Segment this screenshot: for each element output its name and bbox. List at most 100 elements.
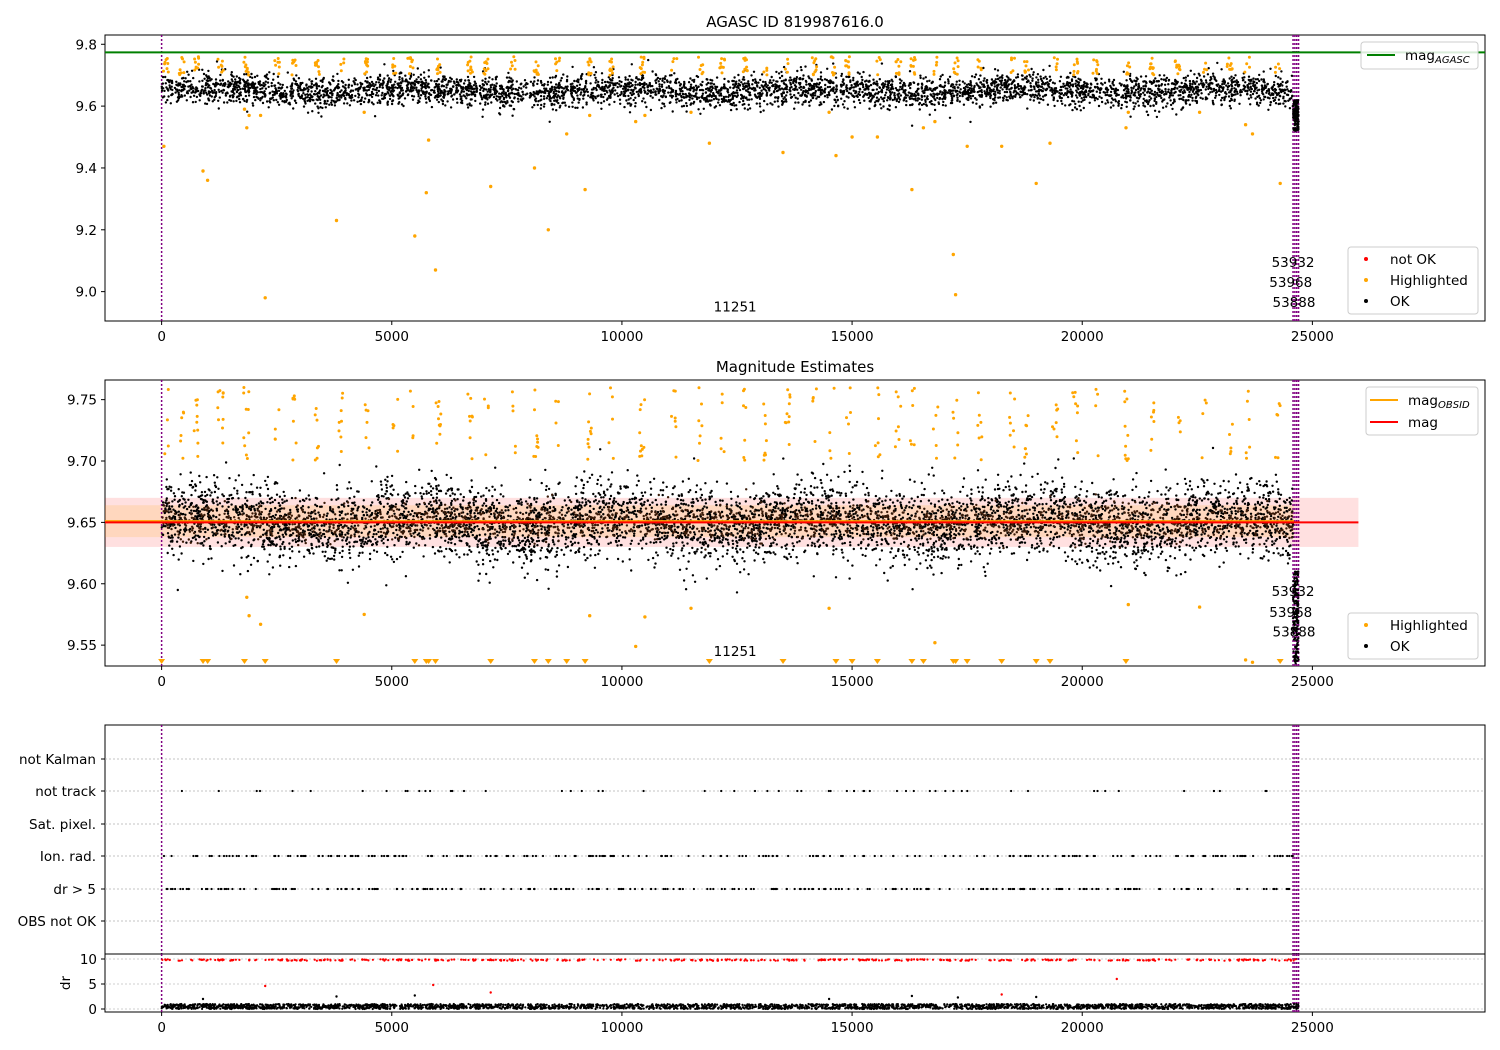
panel-1-ok-point [1229, 90, 1232, 94]
panel-1-ok-point [389, 80, 392, 84]
panel-1-ok-point [958, 100, 961, 103]
panel-1-ok-point [766, 84, 769, 87]
panel-1-ok-point [490, 101, 493, 104]
panel-1-ok-point [501, 100, 504, 104]
panel-1-highlighted-point [1024, 64, 1028, 68]
panel-1-ok-point [762, 109, 765, 112]
panel-1-highlighted-point [181, 57, 184, 61]
panel-1-highlighted-point [1127, 61, 1131, 65]
panel-1-ok-point [336, 85, 340, 89]
panel-1-ok-point [264, 75, 268, 78]
panel-1-ok-point [550, 86, 554, 89]
panel-1-ok-point [168, 84, 171, 87]
panel-1-ok-point [278, 86, 281, 90]
panel-1-highlighted-point [201, 169, 205, 173]
panel-1-highlighted-point [413, 234, 417, 238]
panel-1-ok-point [401, 77, 404, 80]
panel-1-ok-point [1032, 99, 1036, 102]
panel-1-ok-point [461, 86, 465, 89]
panel-1-ok-point [265, 73, 269, 76]
panel-1-ok-point [590, 93, 593, 96]
panel-1-ok-point [789, 86, 792, 90]
panel-1-highlighted-point [182, 60, 186, 64]
panel-1-ok-point [236, 89, 239, 92]
panel-1-ok-point [917, 82, 920, 86]
panel-1-ok-point [1137, 82, 1140, 86]
panel-1-ok-point [956, 92, 959, 96]
panel-1-ok-point [243, 87, 246, 90]
panel-1-ok-point [1079, 93, 1082, 96]
panel-1-ok-point [1037, 81, 1040, 84]
panel-1-ok-point [387, 86, 391, 89]
panel-1-ok-point [1160, 96, 1163, 100]
panel-1-highlighted-point [1227, 56, 1231, 60]
panel-1-ok-point [681, 92, 685, 96]
panel-1-ok-point [799, 66, 803, 69]
panel-1-ok-point [1228, 77, 1231, 80]
panel-1-ok-point [386, 101, 389, 105]
panel-1-ok-point [183, 88, 186, 91]
panel-1-ok-point [404, 90, 408, 93]
panel-1-ok-point [1006, 86, 1009, 89]
panel-1-ok-point [511, 114, 514, 117]
panel-1-ok-point [301, 89, 305, 92]
panel-1-ok-point [1297, 107, 1300, 111]
panel-1-highlighted-point [247, 113, 251, 118]
panel-1-ok-point [1070, 95, 1074, 98]
panel-1-ok-point [382, 81, 385, 84]
panel-1-ok-point [340, 80, 344, 83]
panel-1-ok-point [218, 96, 221, 99]
panel-1-highlighted-point [166, 62, 170, 65]
panel-1-ok-point [958, 79, 961, 83]
panel-1-highlighted-point [193, 60, 197, 64]
panel-1-ok-point [1125, 79, 1128, 82]
panel-1-ok-point [525, 86, 528, 89]
panel-1-ok-point [738, 88, 742, 92]
panel-1-ok-point [1074, 94, 1078, 97]
panel-1-ok-point [609, 94, 612, 98]
panel-1-ok-point [894, 87, 898, 90]
panel-1-ok-point [1035, 81, 1038, 84]
panel-1-ok-point [195, 95, 199, 99]
panel-1-ok-point [1163, 93, 1166, 96]
panel-1-ok-point [1105, 93, 1109, 97]
panel-1-ok-point [969, 120, 972, 124]
panel-1-highlighted-point [216, 57, 220, 61]
panel-1-ok-point [238, 97, 241, 101]
panel-1-ok-point [751, 79, 755, 82]
panel-1-ok-point [386, 82, 389, 86]
panel-1-highlighted-point [897, 73, 901, 76]
panel-1-ok-point [1272, 96, 1275, 100]
panel-1-ok-point [554, 92, 558, 96]
panel-1-ok-point [412, 73, 415, 77]
panel-1-ok-point [164, 75, 167, 79]
panel-1-ok-point [1260, 78, 1263, 81]
panel-1-ok-point [324, 87, 327, 91]
panel-1-ok-point [873, 93, 877, 96]
panel-1-ok-point [677, 81, 681, 84]
panel-1-ok-point [692, 90, 695, 93]
panel-1-ok-point [660, 95, 663, 98]
panel-1-highlighted-point [1152, 73, 1156, 77]
panel-1-ok-point [809, 99, 813, 102]
panel-1-ok-point [898, 78, 902, 81]
panel-1-ok-point [863, 99, 866, 102]
panel-1-ok-point [656, 88, 659, 91]
panel-1-ok-point [989, 94, 993, 97]
panel-1-ok-point [219, 83, 222, 87]
panel-1-ok-point [411, 86, 415, 89]
panel-1-ok-point [288, 101, 291, 105]
panel-1-ok-point [841, 93, 844, 96]
panel-1-ok-point [689, 83, 693, 86]
panel-1-ok-point [531, 106, 534, 109]
panel-1-ok-point [221, 78, 224, 82]
panel-1-highlighted-point [178, 73, 182, 77]
panel-1-ok-point [802, 85, 805, 89]
panel-1-ok-point [717, 98, 720, 101]
panel-1-ok-point [356, 87, 359, 91]
panel-1-ok-point [834, 76, 838, 79]
panel-1-ok-point [1258, 73, 1261, 77]
panel-1-ok-point [780, 99, 784, 103]
panel-1-ok-point [901, 85, 904, 89]
panel-1-ok-point [1193, 73, 1196, 76]
